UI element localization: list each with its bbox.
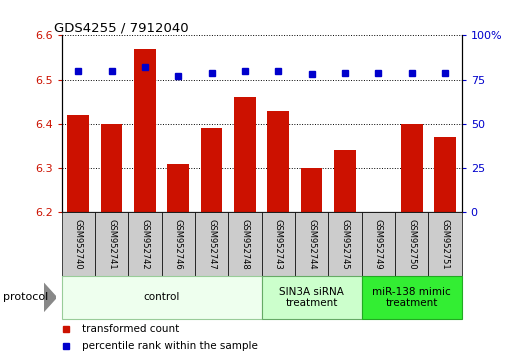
Bar [162, 212, 195, 276]
Bar [334, 150, 356, 212]
Text: GSM952748: GSM952748 [241, 219, 249, 270]
Text: GSM952740: GSM952740 [74, 219, 83, 270]
Bar [95, 212, 128, 276]
Bar [267, 111, 289, 212]
Text: GSM952741: GSM952741 [107, 219, 116, 270]
Bar [128, 212, 162, 276]
Text: GSM952742: GSM952742 [141, 219, 149, 270]
Text: SIN3A siRNA
treatment: SIN3A siRNA treatment [279, 286, 344, 308]
Bar [262, 276, 362, 319]
Bar [362, 212, 395, 276]
Text: control: control [144, 292, 180, 302]
Text: GSM952750: GSM952750 [407, 219, 416, 270]
Bar [434, 137, 456, 212]
Bar [401, 124, 423, 212]
Text: GSM952743: GSM952743 [274, 219, 283, 270]
Bar [167, 164, 189, 212]
Text: GSM952745: GSM952745 [341, 219, 349, 270]
Polygon shape [44, 283, 56, 312]
Bar [362, 276, 462, 319]
Bar [195, 212, 228, 276]
Bar [295, 212, 328, 276]
Bar [134, 49, 156, 212]
Text: miR-138 mimic
treatment: miR-138 mimic treatment [372, 286, 451, 308]
Bar [234, 97, 256, 212]
Bar [67, 115, 89, 212]
Bar [62, 276, 262, 319]
Bar [101, 124, 123, 212]
Bar [428, 212, 462, 276]
Text: GSM952746: GSM952746 [174, 219, 183, 270]
Text: protocol: protocol [3, 292, 48, 302]
Bar [301, 168, 323, 212]
Text: GDS4255 / 7912040: GDS4255 / 7912040 [53, 21, 188, 34]
Bar [262, 212, 295, 276]
Bar [395, 212, 428, 276]
Bar [62, 212, 95, 276]
Bar [328, 212, 362, 276]
Text: GSM952744: GSM952744 [307, 219, 316, 270]
Text: GSM952751: GSM952751 [441, 219, 449, 270]
Text: GSM952747: GSM952747 [207, 219, 216, 270]
Bar [228, 212, 262, 276]
Text: transformed count: transformed count [82, 324, 179, 333]
Text: percentile rank within the sample: percentile rank within the sample [82, 341, 258, 351]
Bar [201, 129, 223, 212]
Text: GSM952749: GSM952749 [374, 219, 383, 270]
